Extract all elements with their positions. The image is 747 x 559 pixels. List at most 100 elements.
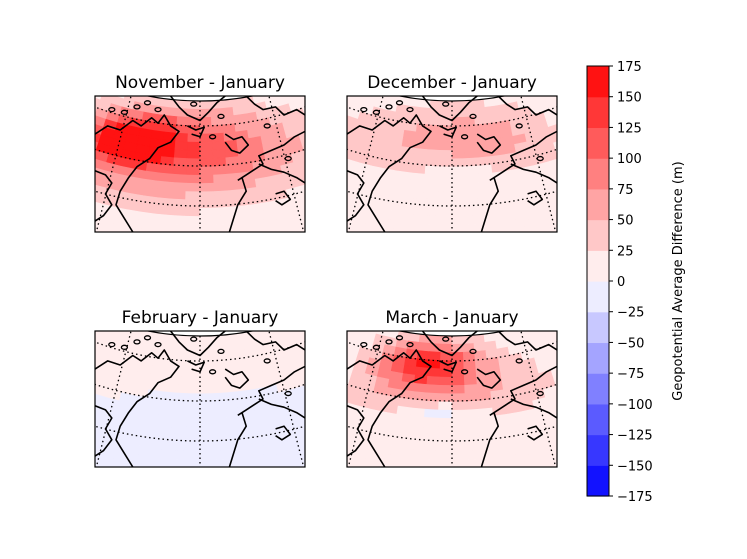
island [395,335,404,341]
contour-cell [213,417,229,427]
contour-cell [313,334,327,346]
contour-cell [40,446,58,460]
contour-cell [214,206,231,217]
contour-cell [323,302,336,314]
coastline [228,177,247,232]
contour-cell [50,304,64,317]
contour-cell [317,185,334,198]
contour-cell [151,473,168,483]
contour-cell [328,326,342,338]
contour-cell [37,453,55,467]
contour-cell [199,215,216,226]
contour-cell [438,393,453,403]
contour-cell [553,376,557,387]
contour-cell [249,244,267,254]
contour-cell [45,394,61,407]
contour-cell [173,157,188,168]
contour-cell [0,117,4,132]
contour-cell [53,459,71,472]
contour-cell [52,180,69,193]
coastline [421,96,478,122]
contour-cell [336,469,354,481]
contour-cell [308,372,324,385]
contour-cell [689,177,708,193]
contour-cell [566,369,581,381]
contour-cell [95,436,96,440]
contour-cell [307,216,325,229]
contour-cell [0,125,15,139]
coastline [439,125,458,138]
contour-cell [3,447,22,462]
contour-cell [4,353,20,367]
contour-cell [293,453,305,466]
contour-cell [199,141,213,151]
contour-cell [69,178,86,191]
contour-cell [468,240,485,249]
contour-cell [317,79,331,91]
contour-cell [549,331,557,336]
meridian-line [347,331,384,467]
contour-cell [75,162,91,174]
contour-cell [0,345,8,360]
colorbar-tick-label: 0 [617,275,625,290]
contour-cell [327,162,343,174]
contour-cell [213,190,230,201]
contour-cell [176,351,190,361]
contour-cell [452,249,469,258]
contour-cell [0,352,4,367]
contour-cell [50,232,69,245]
contour-cell [316,106,330,118]
contour-cell [571,428,588,441]
contour-cell [452,484,469,493]
contour-cell [262,460,281,467]
contour-cell [551,332,557,344]
contour-cell [478,407,494,418]
contour-cell [216,483,233,492]
contour-cell [185,182,201,193]
contour-cell [342,291,356,304]
island [469,348,477,355]
contour-cell [15,360,31,374]
contour-cell [451,100,464,110]
contour-cell [561,449,579,462]
contour-cell [569,314,583,326]
contour-cell [327,216,345,229]
contour-cell [300,242,318,254]
contour-cell [187,141,201,151]
contour-cell [553,141,557,152]
island [442,336,450,342]
contour-cell [423,417,439,427]
contour-cell [468,475,485,484]
contour-cell [185,174,201,184]
contour-cell [307,206,324,218]
contour-cell [119,469,136,480]
contour-cell [3,381,20,396]
contour-cell [159,399,174,410]
contour-cell [25,168,42,182]
contour-cell [22,447,41,461]
contour-cell [436,207,453,217]
contour-cell [367,250,385,261]
contour-cell [422,190,439,201]
contour-cell [645,374,662,389]
contour-cell [351,50,365,63]
contour-cell [310,444,328,457]
contour-cell [437,409,453,419]
contour-cell [419,240,436,249]
coastline [347,349,432,467]
contour-cell [332,232,351,245]
contour-cell [55,451,73,464]
contour-cell [335,311,348,323]
contour-cell [36,381,52,395]
contour-cell [301,141,305,152]
contour-cell [317,420,334,433]
contour-cell [174,375,189,386]
contour-cell [213,408,229,419]
colorbar-level [587,311,609,344]
contour-cell [666,144,683,160]
contour-cell [550,234,568,246]
colorbar: 175 150 125 100 75 50 25 0 −25 −50 −75 −100 −125 −150… [586,60,686,505]
contour-cell [314,134,329,146]
contour-cell [546,316,559,328]
contour-cell [331,180,348,193]
